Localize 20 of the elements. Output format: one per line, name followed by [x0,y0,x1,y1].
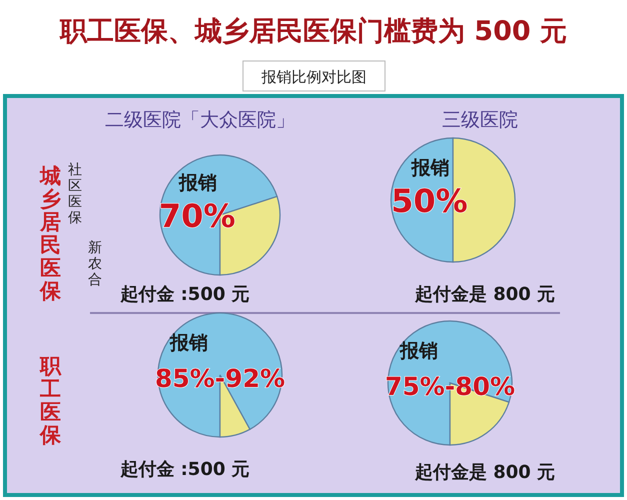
text: 城乡居民医保 [39,164,62,303]
data-label: 50% [391,182,468,220]
slice-label: 报销 [169,332,208,354]
text: 75%-80% [384,372,516,401]
slice-label: 报销 [399,340,438,362]
chart-title: 职工医保、城乡居民医保门槛费为 500 元 [58,16,568,47]
text: 二级医院「大众医院」 [105,109,295,131]
text: 起付金是 800 元 [414,462,556,483]
text: 报销比例对比图 [260,68,366,86]
text: 起付金 :500 元 [119,284,250,305]
slice-label: 报销 [410,157,450,179]
text: 起付金是 800 元 [414,284,556,305]
text: 起付金 :500 元 [119,459,250,480]
text: 职工医保 [39,354,62,447]
text: 新农合 [88,240,102,288]
slice-label: 报销 [178,172,218,194]
text: 三级医院 [442,109,518,131]
text: 85%-92% [154,364,286,393]
data-label: 70% [158,197,236,235]
text: 社区医保 [68,162,82,226]
